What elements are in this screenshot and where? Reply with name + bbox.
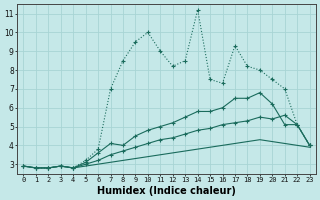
X-axis label: Humidex (Indice chaleur): Humidex (Indice chaleur)	[97, 186, 236, 196]
